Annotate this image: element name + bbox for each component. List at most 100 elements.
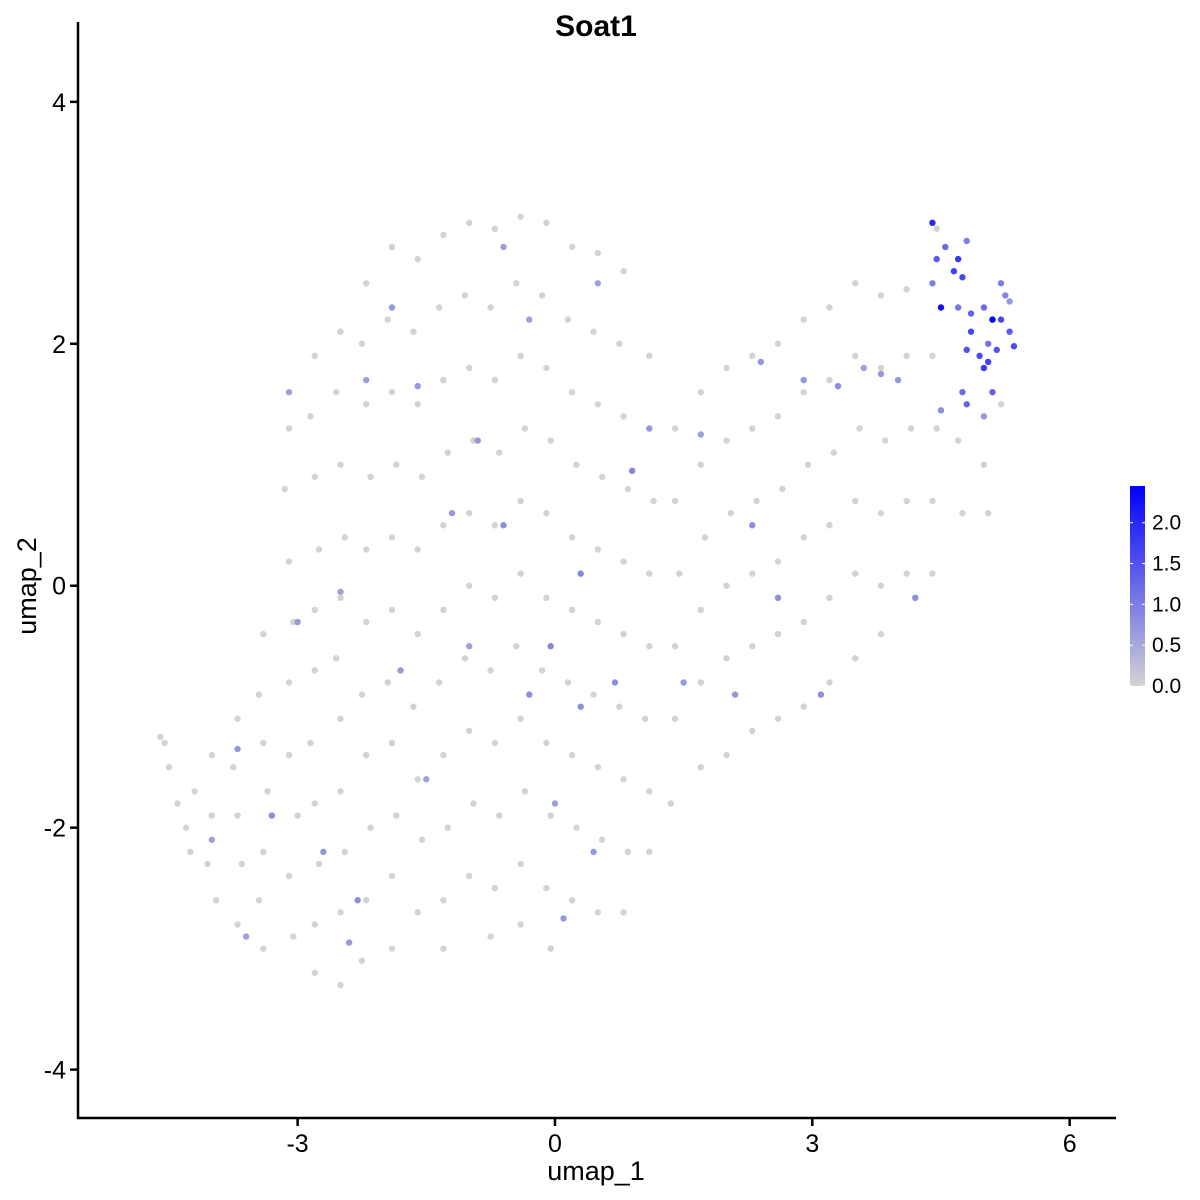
data-point [723, 582, 730, 589]
data-point [465, 872, 473, 880]
data-point [984, 509, 992, 517]
data-point [903, 352, 910, 360]
data-point [590, 848, 597, 856]
data-point [418, 473, 426, 481]
data-point [230, 763, 237, 771]
data-point [435, 679, 443, 686]
data-point [285, 679, 293, 686]
data-point [423, 776, 430, 783]
data-point [281, 485, 288, 493]
y-axis-label: umap_2 [12, 537, 42, 635]
data-point [959, 274, 966, 281]
data-point [577, 570, 584, 577]
data-point [620, 558, 627, 565]
data-point [384, 679, 391, 686]
data-point [903, 497, 910, 505]
data-point [363, 897, 370, 904]
data-point [285, 751, 293, 759]
data-point [513, 643, 520, 650]
data-point [363, 280, 370, 287]
data-point [397, 667, 404, 674]
data-point [980, 413, 988, 420]
colorbar-tick-label: 1.5 [1152, 553, 1181, 576]
data-point [774, 558, 782, 565]
data-point [624, 485, 632, 493]
data-point [465, 643, 473, 650]
data-point [912, 594, 919, 602]
data-point [414, 546, 421, 553]
x-tick-label: 3 [805, 1130, 819, 1158]
data-point [989, 388, 996, 396]
data-point [517, 570, 524, 577]
colorbar-tick-label: 2.0 [1152, 512, 1181, 535]
data-point [255, 691, 263, 698]
data-point [701, 534, 709, 541]
data-point [929, 570, 936, 577]
data-point [933, 425, 940, 432]
data-point [418, 836, 426, 843]
data-point [877, 370, 885, 378]
data-point [950, 268, 958, 275]
data-point [774, 715, 782, 722]
data-point [594, 280, 602, 287]
data-point [487, 304, 494, 311]
data-point [440, 751, 447, 759]
data-point [461, 655, 469, 662]
data-point [521, 425, 529, 432]
data-point [993, 346, 1000, 354]
data-point [496, 449, 503, 456]
data-point [513, 280, 520, 287]
data-point [410, 328, 417, 335]
data-point [646, 848, 653, 856]
data-point [440, 376, 447, 384]
data-point [517, 352, 524, 360]
data-point [929, 219, 936, 227]
data-point [470, 800, 477, 807]
data-point [749, 352, 756, 360]
data-point [997, 280, 1005, 287]
data-point [182, 824, 190, 831]
data-point [543, 509, 550, 517]
data-point [933, 225, 940, 233]
data-point [852, 280, 859, 287]
data-point [388, 739, 396, 747]
data-point [547, 437, 554, 444]
data-point [242, 933, 250, 940]
data-point [517, 860, 524, 868]
data-point [234, 812, 241, 819]
data-point [440, 522, 447, 529]
data-point [907, 425, 915, 432]
data-point [165, 763, 173, 771]
data-point [568, 606, 576, 614]
data-point [337, 594, 344, 602]
x-ticks: -3 0 3 6 [286, 1118, 1077, 1158]
data-point [757, 358, 765, 366]
data-point [577, 703, 584, 710]
data-point [333, 388, 340, 396]
data-point [255, 897, 263, 904]
data-point [363, 546, 370, 553]
data-point [877, 364, 885, 372]
data-point [212, 897, 220, 904]
data-point [942, 243, 949, 251]
data-point [611, 679, 619, 686]
data-point [723, 655, 730, 662]
data-point [260, 630, 267, 638]
data-point [526, 316, 533, 323]
data-point [320, 848, 327, 856]
data-point [388, 872, 396, 880]
colorbar-tick-label: 0.0 [1152, 675, 1181, 698]
data-point [290, 933, 297, 940]
data-point [997, 401, 1005, 408]
data-point [500, 522, 507, 529]
data-point [333, 655, 340, 662]
data-point [487, 933, 494, 940]
data-point [774, 594, 782, 602]
data-point [358, 691, 366, 698]
data-point [954, 437, 962, 444]
data-point [594, 401, 602, 408]
data-point [731, 691, 739, 698]
data-point [410, 703, 417, 710]
data-point [641, 715, 649, 722]
